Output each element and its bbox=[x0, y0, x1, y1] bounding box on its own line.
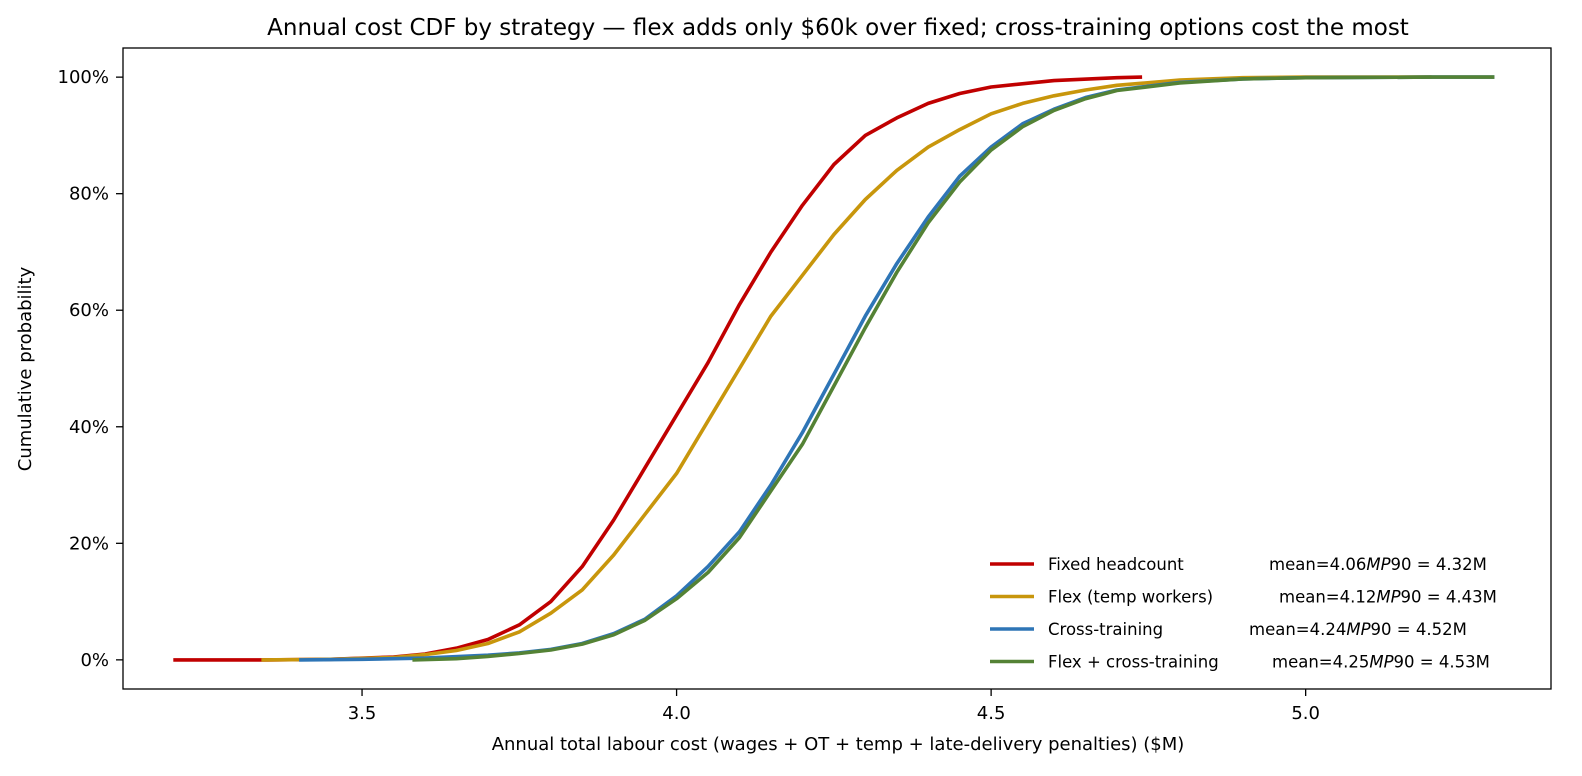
y-tick-label: 20% bbox=[69, 533, 109, 554]
x-tick-label: 4.5 bbox=[977, 703, 1006, 724]
legend-mean-italic: MP bbox=[1369, 653, 1393, 672]
chart-title: Annual cost CDF by strategy — flex adds … bbox=[267, 15, 1409, 41]
y-tick-label: 60% bbox=[69, 300, 109, 321]
legend-label: Flex (temp workers) bbox=[1048, 588, 1213, 607]
legend-mean-text: mean=4.25MP90 = 4.53M bbox=[1272, 653, 1490, 672]
legend: Fixed headcount mean=4.06MP90 = 4.32MFlex… bbox=[990, 555, 1497, 672]
x-axis-label: Annual total labour cost (wages + OT + t… bbox=[492, 734, 1185, 755]
plot-frame bbox=[122, 47, 1552, 690]
y-tick-label: 100% bbox=[58, 67, 109, 88]
legend-label: Flex + cross-training bbox=[1048, 653, 1219, 672]
y-tick-label: 80% bbox=[69, 184, 109, 205]
x-tick-label: 4.0 bbox=[662, 703, 691, 724]
y-axis-ticks: 0% 20% 40% 60% 80% 100% bbox=[58, 67, 123, 671]
legend-mean-italic: MP bbox=[1346, 620, 1370, 639]
legend-mean-value: mean=4.24 bbox=[1249, 620, 1346, 639]
legend-mean-value: mean=4.12 bbox=[1279, 588, 1376, 607]
legend-p90-value: 90 = 4.43M bbox=[1401, 588, 1497, 607]
y-tick-label: 0% bbox=[80, 650, 109, 671]
legend-label: Fixed headcount bbox=[1048, 555, 1184, 574]
legend-mean-value: mean=4.06 bbox=[1269, 555, 1366, 574]
series-line-4 bbox=[412, 75, 1495, 662]
series-line-1 bbox=[173, 75, 1143, 662]
legend-label: Cross-training bbox=[1048, 620, 1163, 639]
legend-mean-value: mean=4.25 bbox=[1272, 653, 1369, 672]
legend-mean-italic: MP bbox=[1366, 555, 1390, 574]
legend-p90-value: 90 = 4.32M bbox=[1391, 555, 1487, 574]
x-axis-ticks: 3.5 4.0 4.5 5.0 bbox=[348, 689, 1320, 724]
series-line-2 bbox=[261, 75, 1432, 662]
y-axis-label: Cumulative probability bbox=[15, 266, 36, 471]
legend-mean-text: mean=4.06MP90 = 4.32M bbox=[1269, 555, 1487, 574]
legend-mean-text: mean=4.12MP90 = 4.43M bbox=[1279, 588, 1497, 607]
legend-p90-value: 90 = 4.52M bbox=[1371, 620, 1467, 639]
legend-p90-value: 90 = 4.53M bbox=[1394, 653, 1490, 672]
legend-mean-text: mean=4.24MP90 = 4.52M bbox=[1249, 620, 1467, 639]
series-layer bbox=[173, 75, 1495, 662]
x-tick-label: 5.0 bbox=[1291, 703, 1320, 724]
y-tick-label: 40% bbox=[69, 417, 109, 438]
x-tick-label: 3.5 bbox=[348, 703, 377, 724]
legend-mean-italic: MP bbox=[1376, 588, 1400, 607]
